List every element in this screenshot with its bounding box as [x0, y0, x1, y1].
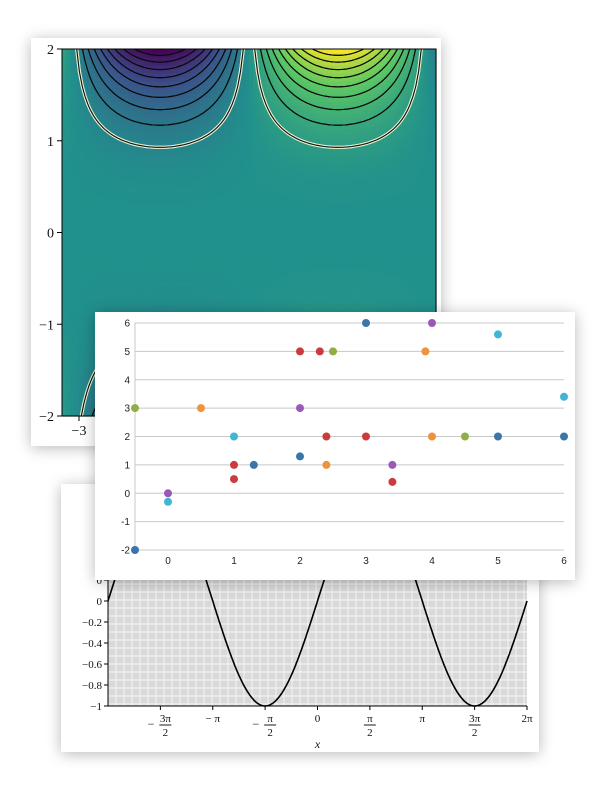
scatter-y-tick-label: -1	[121, 517, 130, 528]
scatter-point	[560, 432, 568, 441]
scatter-y-tick-label: 5	[124, 347, 130, 358]
contour-line	[292, 48, 384, 71]
scatter-x-tick-label: 0	[165, 556, 171, 567]
scatter-point	[197, 404, 205, 413]
scatter-x-tick-label: 1	[231, 556, 237, 567]
scatter-point	[388, 477, 397, 486]
scatter-y-tick-label: 0	[124, 489, 130, 500]
sine-x-tick-label: − π	[205, 713, 220, 725]
scatter-x-tick-label: 4	[429, 556, 435, 567]
scatter-point	[249, 460, 258, 469]
scatter-point	[421, 347, 430, 356]
sine-x-tick-label: −3π2	[148, 713, 172, 739]
scatter-point	[296, 404, 304, 413]
contour-y-tick-label: −1	[39, 318, 54, 333]
contour-line	[278, 48, 398, 88]
scatter-x-tick-label: 2	[297, 556, 303, 567]
contour-line	[93, 48, 227, 98]
contour-line	[259, 48, 417, 126]
contour-line	[285, 48, 392, 79]
sine-y-tick-label: −0.8	[82, 680, 102, 692]
contour-line	[301, 48, 375, 63]
scatter-point	[131, 546, 139, 554]
contour-line	[76, 48, 244, 148]
scatter-point	[296, 452, 304, 461]
contour-line	[100, 48, 220, 88]
sine-y-tick-label: −0.6	[82, 659, 102, 671]
scatter-y-tick-label: 4	[124, 375, 130, 386]
scatter-point	[230, 460, 238, 469]
scatter-point	[322, 460, 331, 469]
contour-y-tick-label: 0	[47, 227, 54, 242]
scatter-point	[315, 347, 324, 356]
scatter-plot: -2 -1 0 1 2 3 4 5 6 0 1 2 3 4 5 6	[121, 319, 568, 567]
sine-y-tick-label: −1	[90, 701, 102, 713]
scatter-y-tick-label: 2	[124, 432, 130, 443]
contour-line	[134, 48, 186, 56]
sine-x-axis-label: x	[314, 737, 321, 751]
scatter-point	[362, 319, 370, 327]
contour-line	[312, 48, 364, 56]
contour-line	[265, 48, 411, 111]
scatter-point	[131, 404, 139, 413]
contour-line	[271, 48, 405, 98]
sine-x-tick-label: 0	[315, 713, 321, 725]
sine-y-tick-label: −0.2	[82, 617, 102, 629]
scatter-point	[164, 497, 172, 506]
scatter-point	[322, 432, 331, 441]
scatter-y-tick-label: -2	[121, 546, 130, 557]
contour-line	[106, 48, 213, 79]
scatter-x-tick-label: 5	[495, 556, 501, 567]
sine-y-tick-label: −0.4	[82, 638, 102, 650]
contour-line	[123, 48, 197, 63]
scatter-y-tick-label: 6	[124, 319, 130, 330]
scatter-point	[461, 432, 469, 441]
scatter-y-tick-label: 1	[124, 460, 130, 471]
scatter-point	[296, 347, 304, 356]
scatter-point	[560, 392, 568, 401]
scatter-point	[388, 460, 397, 469]
contour-line	[87, 48, 233, 111]
contour-x-tick-label: −3	[72, 424, 87, 439]
contour-y-tick-label: 2	[47, 43, 54, 58]
scatter-x-tick-label: 6	[561, 556, 567, 567]
contour-line	[114, 48, 206, 71]
scatter-point	[230, 475, 238, 484]
contour-line	[254, 48, 422, 148]
scatter-point	[230, 432, 238, 441]
sine-x-tick-label: 2π	[521, 713, 533, 725]
scatter-point	[494, 330, 502, 339]
scatter-y-tick-label: 3	[124, 404, 130, 415]
sine-x-tick-label: π	[419, 713, 425, 725]
scatter-point	[329, 347, 337, 356]
scatter-point	[428, 319, 436, 327]
sine-y-tick-label: 0	[97, 575, 103, 587]
sine-x-tick-label: − π2	[252, 713, 277, 739]
sine-y-tick-label: 0	[97, 596, 103, 608]
scatter-point	[164, 489, 172, 498]
sine-x-tick-label: π2	[363, 713, 376, 739]
contour-y-tick-label: 1	[47, 135, 54, 150]
scatter-point	[362, 432, 370, 441]
scatter-point	[428, 432, 436, 441]
scatter-point	[494, 432, 502, 441]
scatter-plot-card: -2 -1 0 1 2 3 4 5 6 0 1 2 3 4 5 6	[95, 312, 575, 580]
scatter-x-tick-label: 3	[363, 556, 369, 567]
sine-x-tick-label: 3π2	[468, 713, 481, 739]
contour-y-tick-label: −2	[39, 410, 54, 425]
contour-line	[81, 48, 239, 126]
